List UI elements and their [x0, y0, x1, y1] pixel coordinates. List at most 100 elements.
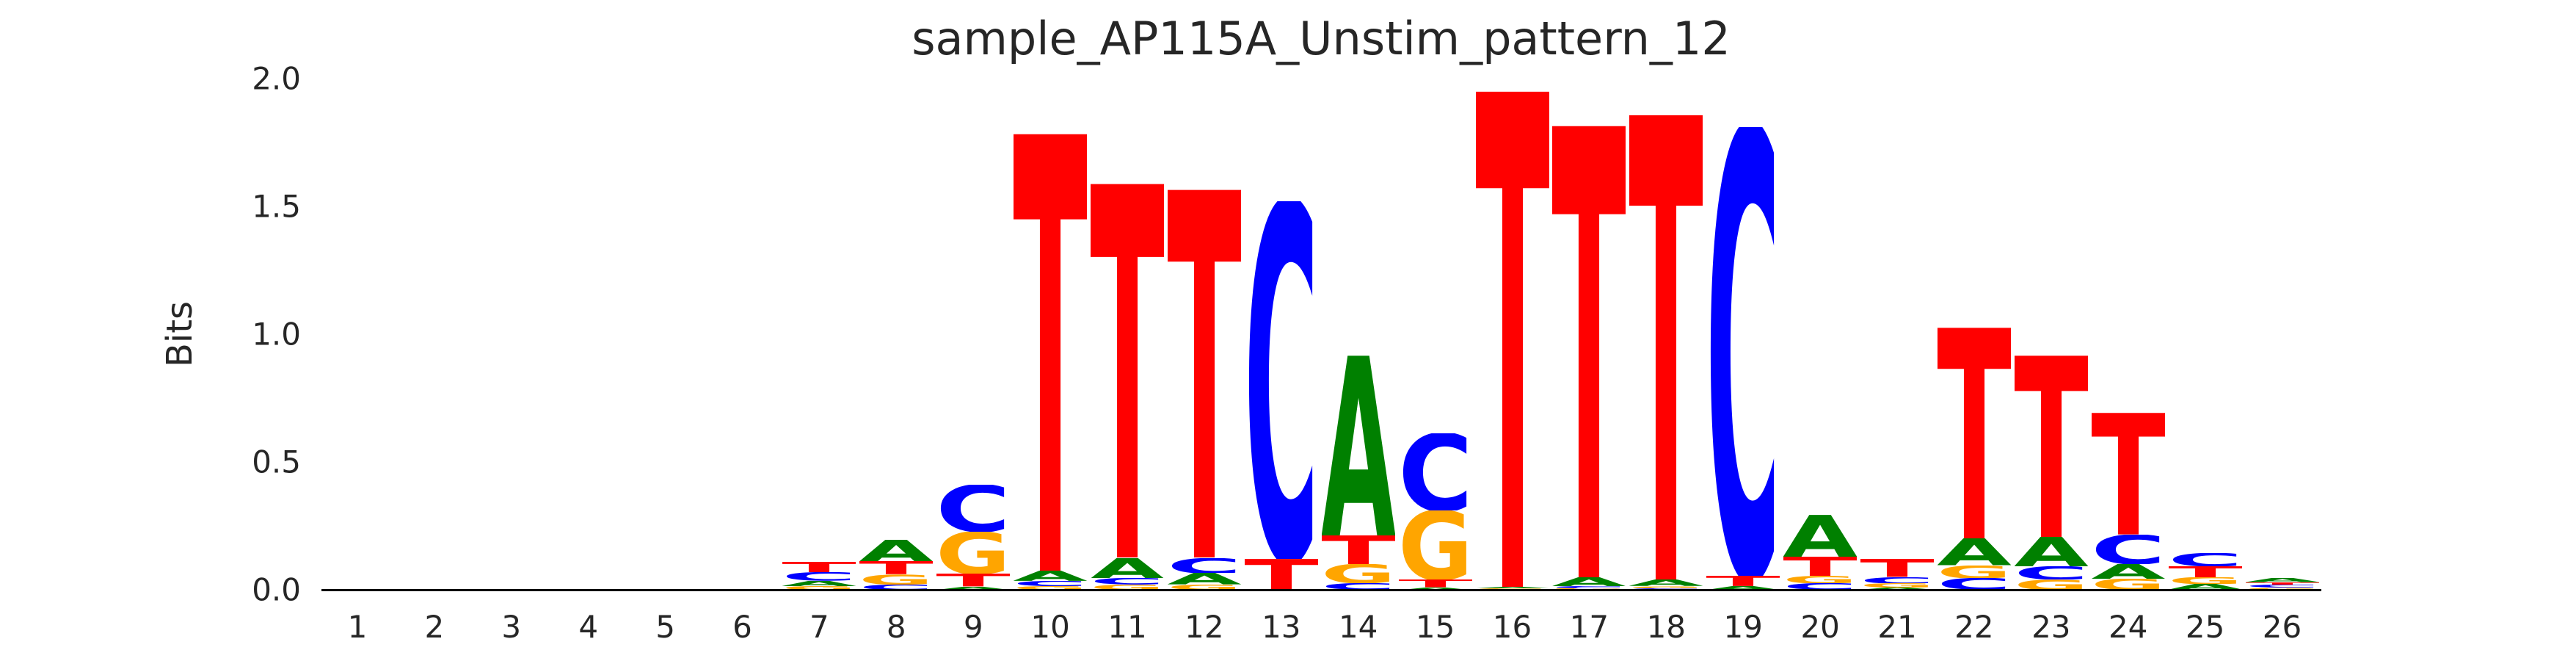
logo-letter-G: G: [1014, 586, 1087, 590]
x-tick-label: 4: [578, 609, 599, 645]
x-tick-label: 18: [1646, 609, 1687, 645]
logo-letter-C: C: [1629, 588, 1703, 590]
logo-letter-A: A: [1091, 558, 1164, 579]
svg-text:G: G: [2246, 588, 2319, 590]
logo-letter-T: T: [1706, 576, 1780, 586]
logo-letter-G: G: [1938, 566, 2011, 578]
svg-text:C: C: [782, 572, 856, 580]
logo-letter-T: T: [2092, 413, 2165, 535]
logo-letter-C: C: [2092, 535, 2165, 564]
svg-text:G: G: [1476, 588, 1549, 590]
svg-text:T: T: [1706, 576, 1780, 586]
x-tick-label: 21: [1877, 609, 1917, 645]
svg-text:C: C: [1629, 588, 1703, 590]
logo-letter-C: C: [1245, 201, 1318, 559]
svg-text:C: C: [936, 485, 1010, 532]
x-tick-label: 25: [2185, 609, 2225, 645]
x-tick-label: 2: [424, 609, 445, 645]
svg-text:G: G: [1168, 585, 1241, 590]
x-tick-label: 15: [1415, 609, 1455, 645]
svg-text:G: G: [1322, 564, 1395, 583]
x-tick-label: 20: [1800, 609, 1840, 645]
svg-text:G: G: [936, 532, 1010, 574]
logo-letter-A: A: [1322, 355, 1395, 535]
svg-text:C: C: [1399, 433, 1472, 510]
svg-text:A: A: [936, 587, 1010, 590]
svg-text:C: C: [1783, 583, 1857, 590]
logo-letter-C: C: [1860, 577, 1934, 584]
svg-text:T: T: [1168, 189, 1241, 557]
x-tick-label: 17: [1569, 609, 1609, 645]
logo-letter-A: A: [1014, 571, 1087, 581]
svg-text:T: T: [1245, 559, 1318, 590]
svg-text:G: G: [2169, 577, 2242, 585]
x-tick-label: 22: [1954, 609, 1994, 645]
svg-text:T: T: [1629, 115, 1703, 579]
logo-letter-G: G: [936, 532, 1010, 574]
svg-text:T: T: [1399, 579, 1472, 587]
x-tick-label: 7: [809, 609, 829, 645]
svg-text:C: C: [1322, 583, 1395, 590]
svg-text:A: A: [859, 540, 933, 562]
x-tick-label: 8: [886, 609, 906, 645]
logo-letter-G: G: [1476, 588, 1549, 590]
svg-text:C: C: [2169, 553, 2242, 566]
x-tick-label: 26: [2262, 609, 2302, 645]
logo-letter-A: A: [1706, 586, 1780, 590]
svg-text:T: T: [2246, 582, 2319, 585]
logo-letter-T: T: [2169, 566, 2242, 577]
svg-text:C: C: [1552, 586, 1626, 588]
logo-letter-T: T: [1245, 559, 1318, 590]
logo-letter-G: G: [1629, 586, 1703, 588]
logo-letter-G: G: [2015, 579, 2088, 590]
x-tick-label: 14: [1338, 609, 1378, 645]
svg-text:A: A: [1399, 588, 1472, 590]
logo-letter-G: G: [1783, 576, 1857, 583]
svg-text:A: A: [2015, 537, 2088, 566]
svg-text:A: A: [1860, 588, 1934, 590]
x-tick-label: 1: [347, 609, 368, 645]
x-tick-label: 3: [501, 609, 522, 645]
logo-letter-A: A: [782, 581, 856, 586]
x-tick-label: 9: [963, 609, 983, 645]
y-tick-label: 1.5: [252, 188, 301, 225]
logo-letter-C: C: [782, 572, 856, 580]
logo-letter-C: C: [1783, 583, 1857, 590]
logo-letter-C: C: [936, 485, 1010, 532]
x-tick-label: 24: [2108, 609, 2148, 645]
logo-letter-C: C: [1168, 558, 1241, 574]
svg-text:A: A: [2169, 584, 2242, 590]
svg-text:T: T: [1014, 134, 1087, 571]
svg-text:A: A: [1938, 538, 2011, 566]
svg-text:G: G: [1014, 586, 1087, 590]
svg-text:T: T: [2092, 413, 2165, 535]
logo-letter-A: A: [2246, 578, 2319, 582]
svg-text:C: C: [1245, 201, 1318, 559]
y-tick-label: 2.0: [252, 60, 301, 97]
svg-text:A: A: [2246, 578, 2319, 582]
svg-text:C: C: [1168, 558, 1241, 574]
svg-text:T: T: [936, 574, 1010, 586]
logo-letter-C: C: [1322, 583, 1395, 590]
svg-text:T: T: [2015, 355, 2088, 537]
svg-text:G: G: [1091, 585, 1164, 590]
logo-letter-C: C: [859, 585, 933, 590]
logo-letter-C: C: [2246, 585, 2319, 588]
logo-letter-T: T: [1168, 189, 1241, 557]
x-tick-label: 12: [1185, 609, 1224, 645]
svg-text:T: T: [1783, 557, 1857, 576]
logo-letter-G: G: [1168, 585, 1241, 590]
svg-text:C: C: [2246, 585, 2319, 588]
logo-letter-A: A: [1860, 588, 1934, 590]
x-tick-label: 6: [732, 609, 752, 645]
logo-letter-G: G: [1399, 510, 1472, 579]
svg-text:A: A: [1091, 558, 1164, 579]
logo-letter-T: T: [859, 561, 933, 574]
logo-letter-T: T: [1014, 134, 1087, 571]
logo-letter-T: T: [1860, 559, 1934, 577]
svg-text:T: T: [1552, 126, 1626, 577]
logo-letter-G: G: [1091, 585, 1164, 590]
logo-letter-T: T: [1399, 579, 1472, 587]
x-tick-label: 19: [1723, 609, 1763, 645]
